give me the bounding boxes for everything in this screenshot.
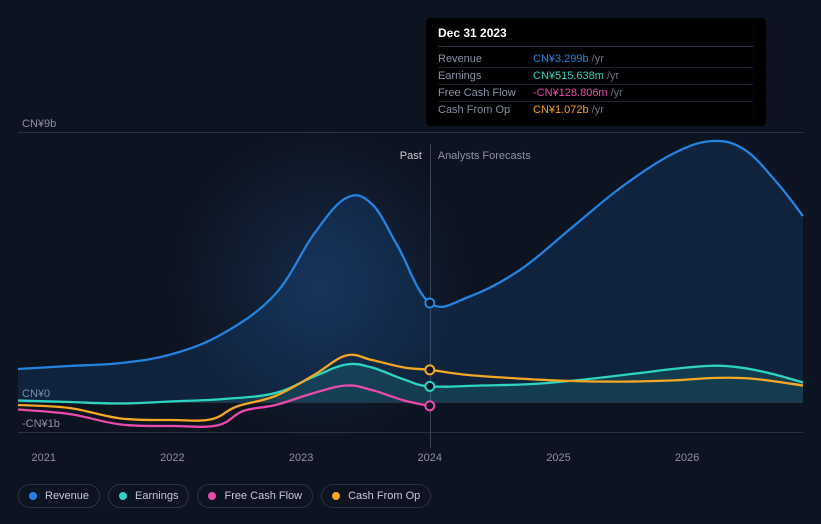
legend-item[interactable]: Earnings [108,484,189,508]
tooltip-row: EarningsCN¥515.638m/yr [438,68,754,85]
x-axis-label: 2023 [289,452,313,464]
x-axis-label: 2022 [160,452,184,464]
tooltip-label: Revenue [438,53,533,65]
x-axis-label: 2025 [546,452,570,464]
legend-label: Free Cash Flow [224,490,302,502]
tooltip-date: Dec 31 2023 [438,26,754,47]
x-axis-label: 2026 [675,452,699,464]
chart-svg [18,120,803,448]
tooltip-unit: /yr [592,104,604,116]
legend-dot-icon [332,492,340,500]
legend-dot-icon [208,492,216,500]
tooltip-row: Cash From OpCN¥1.072b/yr [438,102,754,118]
marker-dot [425,382,434,391]
legend-dot-icon [29,492,37,500]
tooltip-value: CN¥1.072b [533,104,589,116]
marker-dot [425,299,434,308]
legend-label: Earnings [135,490,178,502]
marker-dot [425,401,434,410]
tooltip-unit: /yr [611,87,623,99]
tooltip-unit: /yr [607,70,619,82]
tooltip-label: Free Cash Flow [438,87,533,99]
tooltip-value: CN¥3.299b [533,53,589,65]
legend-item[interactable]: Cash From Op [321,484,431,508]
marker-dot [425,365,434,374]
x-axis-label: 2024 [418,452,442,464]
tooltip: Dec 31 2023 RevenueCN¥3.299b/yrEarningsC… [426,18,766,126]
tooltip-label: Cash From Op [438,104,533,116]
tooltip-value: CN¥515.638m [533,70,604,82]
x-axis-label: 2021 [31,452,55,464]
tooltip-row: Free Cash Flow-CN¥128.806m/yr [438,85,754,102]
chart-area: CN¥9bCN¥0-CN¥1bPastAnalysts Forecasts [18,120,803,448]
tooltip-row: RevenueCN¥3.299b/yr [438,51,754,68]
legend-label: Revenue [45,490,89,502]
legend-dot-icon [119,492,127,500]
legend: Revenue Earnings Free Cash Flow Cash From O… [18,484,431,508]
legend-item[interactable]: Revenue [18,484,100,508]
tooltip-value: -CN¥128.806m [533,87,608,99]
tooltip-unit: /yr [592,53,604,65]
tooltip-label: Earnings [438,70,533,82]
legend-label: Cash From Op [348,490,420,502]
legend-item[interactable]: Free Cash Flow [197,484,313,508]
